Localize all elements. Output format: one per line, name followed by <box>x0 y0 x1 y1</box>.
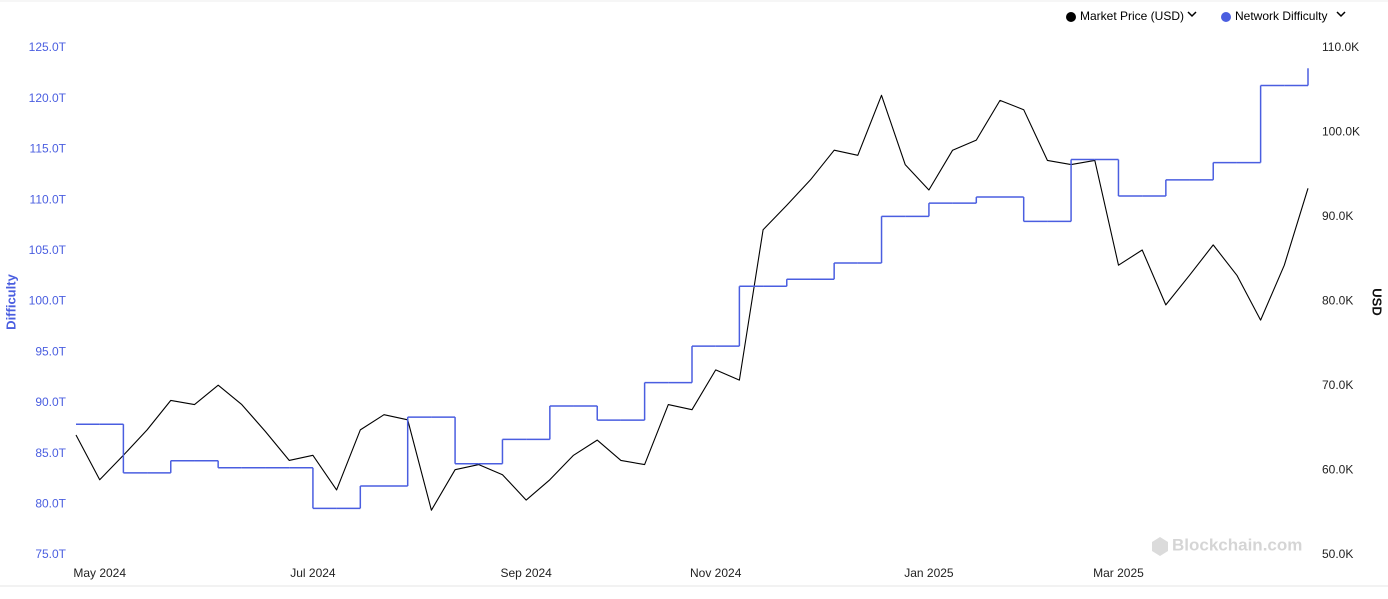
y2-tick-label: 90.0K <box>1322 209 1353 223</box>
legend-marker <box>1066 12 1076 22</box>
y2-tick-label: 110.0K <box>1322 40 1359 54</box>
x-tick-label: Sep 2024 <box>500 566 552 580</box>
x-tick-label: Jan 2025 <box>904 566 954 580</box>
y-tick-label: 125.0T <box>29 40 67 54</box>
legend-chevron[interactable] <box>1336 11 1346 18</box>
y2-tick-label: 80.0K <box>1322 294 1353 308</box>
legend-label[interactable]: Network Difficulty <box>1235 9 1327 23</box>
x-tick-label: May 2024 <box>73 566 126 580</box>
legend: Market Price (USD) Network Difficulty <box>1066 9 1346 23</box>
y2-axis-title: USD <box>1370 288 1385 315</box>
y-tick-label: 100.0T <box>29 294 67 308</box>
price-line <box>75 94 1309 511</box>
y-tick-label: 115.0T <box>30 142 67 156</box>
x-tick-label: Mar 2025 <box>1093 566 1144 580</box>
watermark-logo <box>1152 537 1168 556</box>
y-tick-label: 95.0T <box>35 344 66 358</box>
y-axis-title: Difficulty <box>3 273 18 329</box>
y-tick-label: 80.0T <box>35 496 66 510</box>
y-tick-label: 90.0T <box>35 395 66 409</box>
y-tick-label: 75.0T <box>35 547 66 561</box>
legend-marker <box>1221 12 1231 22</box>
y-tick-label: 120.0T <box>29 91 67 105</box>
y2-tick-label: 50.0K <box>1322 547 1353 561</box>
y2-tick-label: 100.0K <box>1322 125 1360 139</box>
x-tick-label: Nov 2024 <box>690 566 742 580</box>
legend-label[interactable]: Market Price (USD) <box>1080 9 1184 23</box>
x-tick-label: Jul 2024 <box>290 566 336 580</box>
y2-tick-label: 60.0K <box>1322 463 1353 477</box>
y2-tick-label: 70.0K <box>1322 378 1353 392</box>
watermark: Blockchain.com <box>1172 535 1302 554</box>
y-tick-label: 110.0T <box>30 192 67 206</box>
legend-chevron[interactable] <box>1187 11 1197 18</box>
watermark-group: Blockchain.com <box>1152 535 1302 556</box>
y-tick-label: 105.0T <box>29 243 67 257</box>
y-tick-label: 85.0T <box>35 446 66 460</box>
